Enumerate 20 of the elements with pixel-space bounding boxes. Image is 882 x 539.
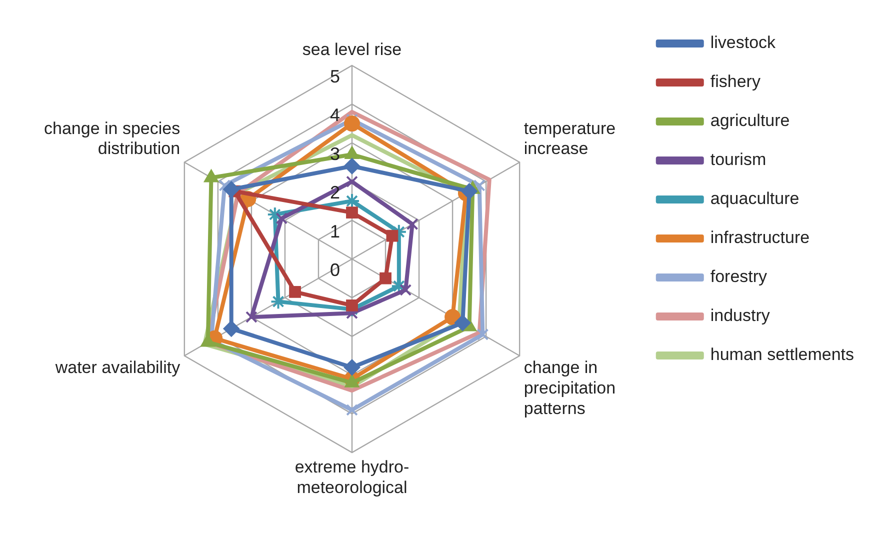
legend-label: forestry	[710, 267, 768, 286]
y-tick-label: 4	[330, 105, 340, 126]
y-tick-label: 0	[330, 260, 340, 280]
spoke-label: extreme hydro-meteorological	[294, 457, 410, 497]
legend-label: fishery	[710, 72, 761, 92]
spoke-label: change in precipitation patterns	[524, 358, 616, 418]
spoke-label: water availability	[54, 358, 181, 378]
legend-label: human settlements	[710, 345, 854, 364]
spoke-label: temperature increase	[524, 118, 616, 158]
legend-label: industry	[710, 306, 770, 326]
y-tick-label: 3	[330, 144, 340, 164]
y-tick-label: 1	[330, 221, 340, 242]
legend-label: livestock	[710, 33, 776, 52]
legend-label: tourism	[710, 150, 766, 170]
legend-label: aquaculture	[710, 189, 800, 208]
legend-label: infrastructure	[710, 228, 810, 248]
spoke-label: sea level rise	[302, 40, 402, 59]
y-tick-label: 5	[330, 66, 340, 86]
spoke-label: change in species distribution	[44, 118, 180, 158]
legend-label: agriculture	[710, 111, 790, 130]
